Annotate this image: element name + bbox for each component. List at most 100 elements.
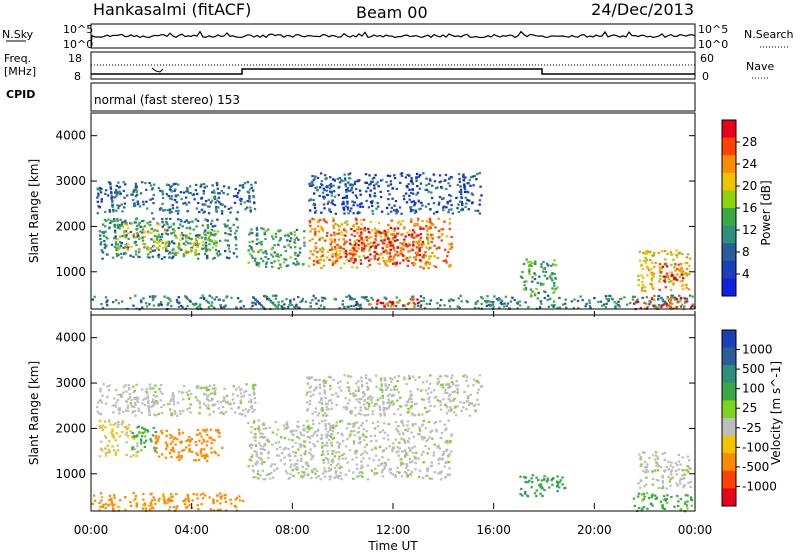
heatmap-cell	[688, 273, 691, 276]
heatmap-cell	[200, 197, 203, 200]
heatmap-cell	[460, 191, 463, 194]
heatmap-cell	[278, 446, 282, 449]
heatmap-cell	[127, 426, 130, 429]
heatmap-cell	[163, 499, 166, 502]
heatmap-cell	[418, 433, 421, 436]
heatmap-cell	[683, 501, 687, 504]
freq-tick-top: 18	[68, 52, 82, 65]
heatmap-cell	[222, 191, 225, 195]
heatmap-cell	[425, 468, 429, 471]
heatmap-cell	[690, 504, 693, 507]
heatmap-cell	[115, 193, 119, 196]
heatmap-cell	[314, 186, 317, 189]
heatmap-cell	[446, 439, 449, 443]
heatmap-cell	[247, 249, 250, 252]
heatmap-cell	[411, 424, 415, 427]
heatmap-cell	[657, 487, 660, 490]
heatmap-cell	[448, 208, 451, 211]
heatmap-cell	[389, 401, 392, 404]
heatmap-cell	[321, 254, 324, 257]
heatmap-cell	[112, 448, 116, 452]
heatmap-cell	[307, 473, 310, 476]
heatmap-cell	[250, 446, 253, 449]
heatmap-cell	[642, 470, 645, 473]
heatmap-cell	[429, 299, 433, 302]
heatmap-cell	[162, 209, 165, 212]
heatmap-cell	[406, 424, 409, 427]
heatmap-cell	[287, 306, 290, 309]
heatmap-cell	[292, 450, 295, 454]
heatmap-cell	[222, 185, 226, 188]
heatmap-cell	[266, 298, 269, 301]
heatmap-cell	[144, 390, 148, 393]
heatmap-cell	[350, 243, 353, 246]
heatmap-cell	[679, 507, 683, 511]
heatmap-cell	[328, 190, 332, 193]
heatmap-cell	[146, 246, 149, 249]
heatmap-cell	[311, 217, 314, 220]
heatmap-cell	[119, 192, 122, 195]
heatmap-cell	[670, 469, 673, 472]
heatmap-cell	[366, 401, 369, 404]
heatmap-cell	[253, 301, 256, 304]
heatmap-cell	[227, 233, 230, 236]
colorbar-segment	[722, 330, 736, 348]
heatmap-cell	[329, 468, 333, 471]
heatmap-cell	[134, 204, 137, 207]
heatmap-cell	[370, 180, 373, 183]
heatmap-cell	[642, 492, 646, 495]
heatmap-cell	[121, 421, 124, 424]
heatmap-cell	[450, 247, 453, 250]
heatmap-cell	[460, 201, 464, 204]
heatmap-cell	[101, 505, 104, 508]
heatmap-cell	[437, 445, 441, 448]
heatmap-cell	[464, 374, 467, 377]
heatmap-cell	[188, 389, 191, 392]
heatmap-cell	[441, 386, 445, 389]
heatmap-cell	[573, 298, 576, 301]
heatmap-cell	[570, 300, 574, 303]
heatmap-cell	[655, 454, 658, 457]
heatmap-cell	[382, 408, 386, 411]
heatmap-cell	[166, 233, 169, 236]
heatmap-cell	[327, 200, 330, 203]
heatmap-cell	[323, 392, 326, 395]
heatmap-cell	[294, 467, 297, 470]
heatmap-cell	[353, 297, 356, 301]
heatmap-cell	[190, 392, 193, 396]
heatmap-cell	[137, 407, 140, 410]
heatmap-cell	[300, 459, 303, 462]
heatmap-cell	[144, 182, 147, 185]
heatmap-cell	[451, 212, 454, 215]
colorbar-segment	[722, 120, 736, 138]
heatmap-cell	[130, 398, 133, 402]
heatmap-cell	[358, 397, 361, 400]
colorbar-segment	[722, 278, 736, 297]
heatmap-cell	[441, 458, 444, 461]
heatmap-cell	[358, 211, 361, 214]
heatmap-cell	[178, 301, 181, 304]
heatmap-cell	[114, 231, 117, 234]
heatmap-cell	[476, 209, 480, 212]
heatmap-cell	[381, 456, 384, 459]
heatmap-cell	[342, 206, 346, 209]
heatmap-cell	[155, 395, 159, 398]
heatmap-cell	[388, 404, 391, 407]
heatmap-cell	[228, 250, 231, 253]
heatmap-cell	[159, 235, 162, 238]
heatmap-cell	[390, 210, 393, 213]
heatmap-cell	[124, 496, 127, 499]
heatmap-cell	[450, 450, 453, 453]
heatmap-cell	[688, 294, 692, 297]
heatmap-cell	[444, 391, 447, 394]
heatmap-cell	[293, 305, 296, 308]
heatmap-cell	[212, 387, 215, 390]
heatmap-cell	[381, 391, 384, 394]
heatmap-cell	[441, 233, 444, 236]
colorbar-segment	[722, 470, 736, 489]
heatmap-cell	[252, 391, 256, 394]
heatmap-cell	[203, 210, 206, 213]
heatmap-cell	[296, 420, 300, 423]
heatmap-cell	[251, 256, 254, 259]
heatmap-cell	[234, 505, 238, 508]
